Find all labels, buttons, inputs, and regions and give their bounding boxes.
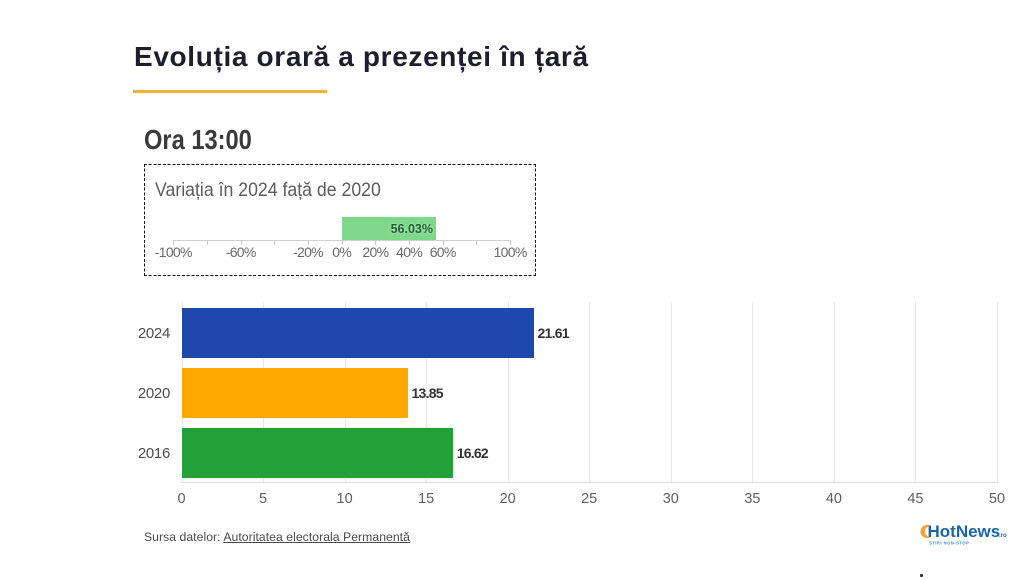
svg-text:ȘTIRI NON-STOP: ȘTIRI NON-STOP: [929, 540, 969, 545]
svg-text:.ro: .ro: [999, 533, 1007, 539]
svg-text:HotNews: HotNews: [928, 522, 1001, 541]
